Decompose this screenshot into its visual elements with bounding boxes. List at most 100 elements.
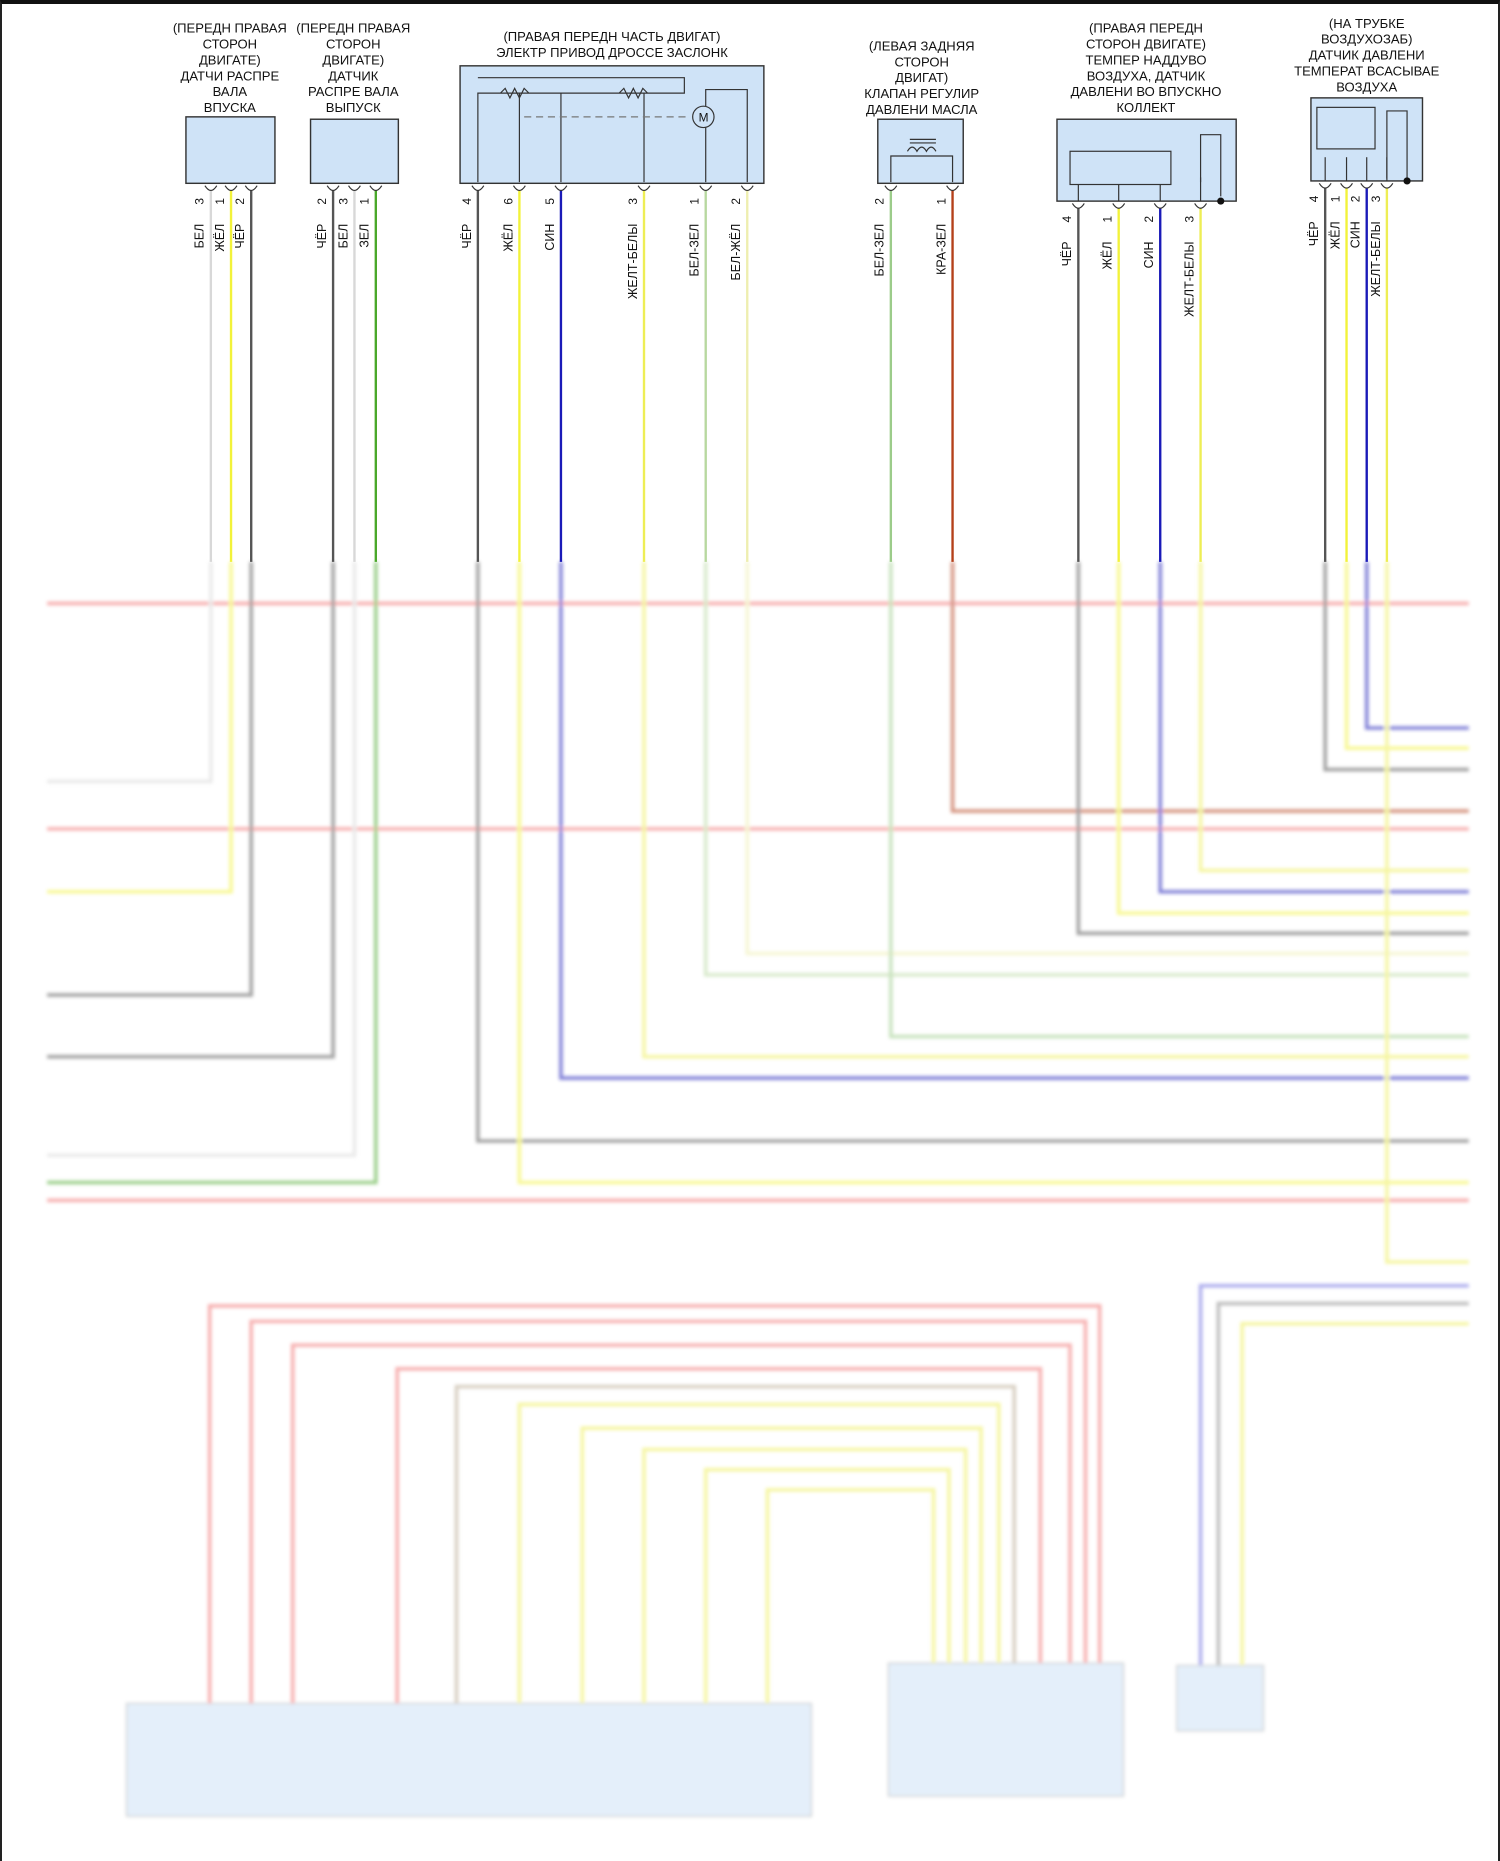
pin-number: 1 — [934, 198, 948, 205]
wire-color-label: ЖЁЛ — [1328, 221, 1342, 249]
wire-color-label: ЧЁР — [233, 224, 247, 249]
solenoid-coil-icon — [890, 138, 954, 183]
wire-route — [47, 561, 213, 784]
wire-color-label: ЧЁР — [460, 224, 474, 249]
pin-terminal-icon — [740, 185, 754, 192]
ground-icon — [1403, 177, 1411, 185]
harness-wire — [642, 1447, 968, 1704]
component-body — [877, 118, 964, 185]
harness-wire — [249, 1319, 1088, 1704]
motor-icon — [692, 105, 715, 129]
wire-color-label: ЖЕЛТ-БЕЛЫ — [1369, 221, 1383, 296]
connector-title-line: ДАВЛЕНИ ВО ВПУСКНО — [1071, 84, 1222, 99]
pin-number: 3 — [336, 198, 350, 205]
pin-terminal-icon — [1340, 182, 1353, 189]
harness-wire — [765, 1488, 936, 1704]
harness-wire — [290, 1343, 1072, 1704]
sensor-body — [887, 1662, 1125, 1797]
connector-title-line: ДАТЧИК ДАВЛЕНИ — [1309, 48, 1425, 63]
pin-number: 5 — [543, 198, 557, 205]
wire-route — [1076, 561, 1469, 936]
pin-terminal-icon — [244, 185, 258, 192]
wire-color-label: ЧЁР — [1060, 241, 1074, 266]
wire-route — [559, 561, 1469, 1080]
wire-route — [889, 561, 1469, 1039]
harness-wire — [517, 1402, 1001, 1704]
wire-route — [703, 561, 1469, 977]
wire-route — [47, 561, 378, 1185]
connector-title-line: СТОРОН ДВИГАТЕ) — [1086, 37, 1206, 52]
wire-route — [517, 561, 1469, 1185]
connector-3: (ПРАВАЯ ПЕРЕДН ЧАСТЬ ДВИГАТ)ЭЛЕКТР ПРИВО… — [459, 29, 765, 562]
wire-color-label: ЖЕЛТ-БЕЛЫ — [626, 224, 640, 299]
pin-terminal-icon — [637, 185, 651, 192]
wire-color-label: КРА-ЗЕЛ — [934, 224, 948, 275]
connector-title-line: ДАТЧИК — [328, 68, 379, 83]
connector-title-line: (ПЕРЕДН ПРАВАЯ — [296, 21, 410, 36]
harness-wire — [395, 1367, 1043, 1704]
wire-color-label: СИН — [1142, 241, 1156, 268]
pin-terminal-icon — [1318, 182, 1332, 189]
connector-title-line: ВПУСКА — [204, 100, 256, 115]
pin-number: 3 — [626, 198, 640, 205]
wire-color-label: СИН — [543, 224, 557, 251]
connector-title-line: (НА ТРУБКЕ — [1329, 16, 1405, 31]
pin-number: 2 — [1142, 216, 1156, 223]
wire-route — [745, 561, 1469, 956]
throttle-leads — [518, 88, 748, 183]
connector-title-line: ВОЗДУХА, ДАТЧИК — [1087, 68, 1206, 83]
pin-terminal-icon — [1360, 182, 1374, 189]
connector-title-line: ДВИГАТ) — [895, 70, 948, 85]
pin-terminal-icon — [554, 185, 568, 192]
wire-color-label: ЗЕЛ — [358, 224, 372, 248]
pin-terminal-icon — [884, 185, 898, 192]
pin-number: 2 — [1349, 196, 1363, 203]
wire-route — [1344, 561, 1469, 750]
pin-number: 1 — [688, 198, 702, 205]
pin-terminal-icon — [512, 185, 526, 192]
pin-terminal-icon — [1380, 182, 1394, 189]
connector-title-line: СТОРОН — [894, 54, 949, 69]
connector-title-line: ВОЗДУХА — [1336, 79, 1397, 94]
connector-title-line: ЭЛЕКТР ПРИВОД ДРОССЕ ЗАСЛОНК — [496, 45, 728, 60]
wire-route — [47, 561, 357, 1158]
lower-wiring-area — [47, 561, 1469, 1817]
pin-number: 1 — [1328, 195, 1342, 202]
pin-number: 2 — [873, 198, 887, 205]
pin-number: 3 — [193, 198, 207, 205]
wire-color-label: ЖЁЛ — [501, 224, 515, 252]
wire-route — [1364, 561, 1469, 730]
pin-number: 2 — [315, 198, 329, 205]
harness-wire — [1216, 1301, 1469, 1666]
pin-number: 1 — [1101, 215, 1115, 222]
wire-route — [1158, 561, 1469, 894]
wire-color-label: БЕЛ-ЖЁЛ — [729, 224, 743, 281]
connector-title-line: СТОРОН — [326, 37, 381, 52]
pin-number: 6 — [501, 198, 515, 205]
wire-route — [950, 561, 1469, 813]
wire-color-label: ЧЁР — [315, 224, 329, 249]
harness-wire — [580, 1426, 983, 1704]
connector-title-line: (ПЕРЕДН ПРАВАЯ — [173, 21, 287, 36]
pin-number: 2 — [729, 198, 743, 205]
wire-route — [47, 561, 233, 894]
wire-route — [47, 561, 335, 1059]
harness-wire — [703, 1467, 951, 1704]
connector-title-line: (ЛЕВАЯ ЗАДНЯЯ — [869, 38, 975, 53]
component-body — [185, 116, 276, 185]
harness-wire — [207, 1304, 1102, 1704]
connector-title-line: РАСПРЕ ВАЛА — [308, 84, 399, 99]
harness-wire — [454, 1384, 1017, 1704]
wire-route — [642, 561, 1469, 1059]
pin-terminal-icon — [1194, 203, 1208, 209]
wire-route — [476, 561, 1469, 1143]
connector-title-line: ВОЗДУХОЗАБ) — [1321, 32, 1412, 47]
connector-title-line: КОЛЛЕКТ — [1117, 100, 1176, 115]
throttle-internal-circuit — [477, 77, 685, 183]
wire-color-label: ЧЁР — [1307, 221, 1321, 246]
